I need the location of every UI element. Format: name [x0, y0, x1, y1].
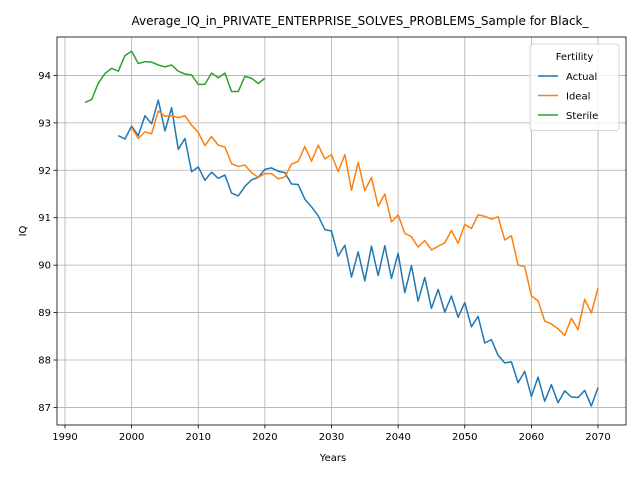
x-tick-label: 2030: [319, 432, 344, 443]
legend-label-actual: Actual: [566, 72, 597, 83]
x-tick-label: 2000: [119, 432, 144, 443]
y-tick-label: 88: [38, 356, 51, 367]
x-tick-label: 2050: [452, 432, 477, 443]
axis-ticks: 1990 2000 2010 2020 2030 2040 2050 2060 2070 87 88…: [38, 71, 610, 443]
x-tick-label: 2040: [385, 432, 410, 443]
chart-title: Average_IQ_in_PRIVATE_ENTERPRISE_SOLVES_…: [132, 14, 590, 28]
x-tick-label: 1990: [52, 432, 77, 443]
x-axis-label: Years: [319, 453, 346, 464]
legend-box: [529, 43, 620, 131]
legend-label-ideal: Ideal: [566, 92, 590, 103]
y-tick-label: 90: [38, 261, 51, 272]
series-line-actual: [117, 99, 599, 407]
series-line-ideal: [130, 110, 599, 337]
x-tick-label: 2070: [585, 432, 610, 443]
x-tick-label: 2010: [186, 432, 211, 443]
y-tick-label: 87: [38, 403, 51, 414]
legend: Fertility Actual Ideal Sterile: [529, 43, 620, 131]
data-series: [84, 50, 599, 407]
x-tick-label: 2060: [519, 432, 544, 443]
legend-label-sterile: Sterile: [566, 111, 598, 122]
y-tick-label: 93: [38, 118, 51, 129]
y-axis-label: IQ: [18, 225, 29, 236]
y-tick-label: 92: [38, 166, 51, 177]
y-tick-label: 89: [38, 308, 51, 319]
y-tick-label: 94: [38, 71, 51, 82]
legend-title: Fertility: [556, 52, 594, 63]
plot-frame: [56, 36, 627, 426]
x-tick-label: 2020: [252, 432, 277, 443]
y-tick-label: 91: [38, 213, 51, 224]
series-line-sterile: [84, 50, 266, 104]
